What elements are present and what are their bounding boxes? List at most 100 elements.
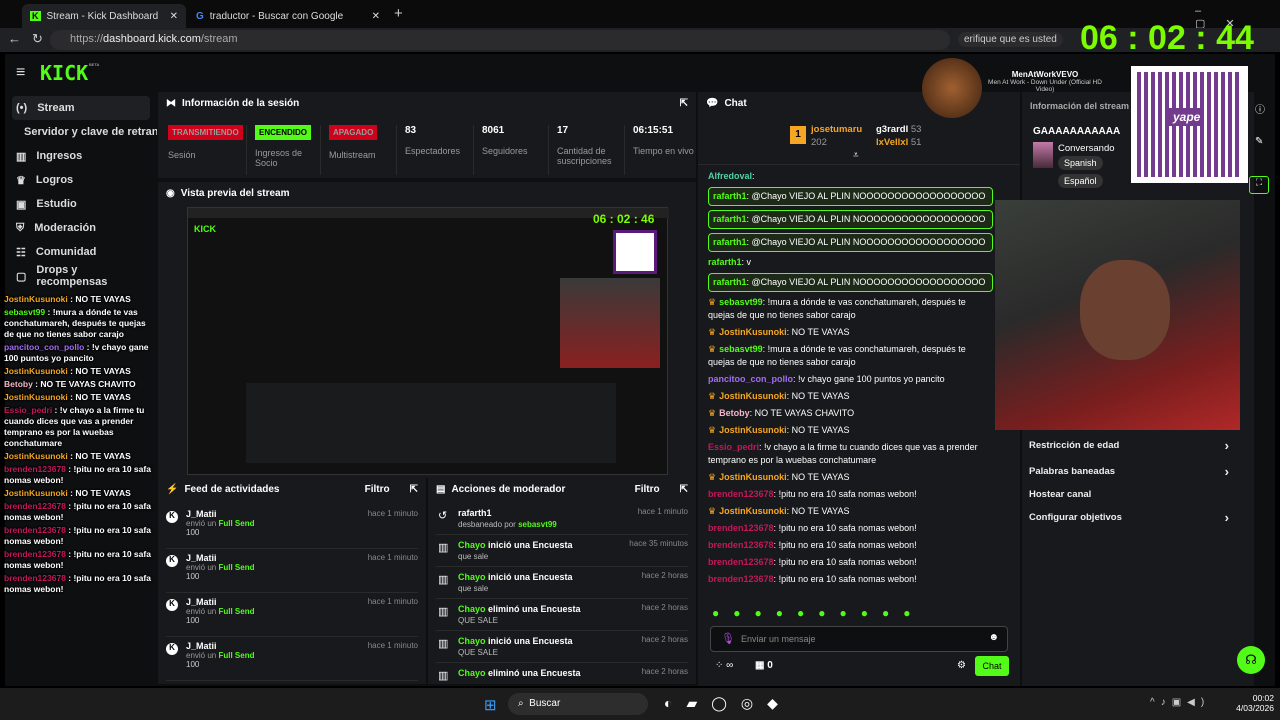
chat-username[interactable]: brenden123678	[708, 557, 774, 567]
feed-item[interactable]: K J_Matii hace 1 minuto envió un Full Send 1…	[166, 637, 418, 681]
chat-message[interactable]: ♛ JostinKusunoki: NO TE VAYAS	[708, 506, 850, 516]
quick-action-item[interactable]: Hostear canal	[1029, 489, 1229, 500]
chat-message[interactable]: pancitoo_con_pollo: !v chayo gane 100 pu…	[708, 374, 945, 384]
mod-user[interactable]: Chayo	[458, 668, 486, 678]
feed-item[interactable]: K J_Matii hace 1 minuto envió un Full Send 1…	[166, 505, 418, 549]
chat-settings-icon[interactable]: ⚙	[957, 660, 966, 671]
mod-action-item[interactable]: ▥ Chayo eliminó una Encuesta hace 2 horas Q…	[436, 599, 688, 631]
chat-username[interactable]: Betoby	[719, 408, 750, 418]
stream-preview-video[interactable]: KICK 06 : 02 : 46	[187, 207, 669, 475]
chat-message[interactable]: rafarth1: @Chayo VIEJO AL PLIN NOOOOOOOO…	[708, 210, 993, 229]
category-name[interactable]: Conversando	[1058, 143, 1115, 154]
chat-message[interactable]: rafarth1: @Chayo VIEJO AL PLIN NOOOOOOOO…	[708, 233, 993, 252]
chat-username[interactable]: JostinKusunoki	[719, 425, 787, 435]
sidebar-item-stream[interactable]: (•) Stream	[12, 96, 150, 120]
chat-username[interactable]: JostinKusunoki	[719, 391, 787, 401]
quick-action-item[interactable]: Restricción de edad ›	[1029, 438, 1229, 453]
channel-points[interactable]: ⁘ ∞	[715, 660, 734, 671]
windows-start-icon[interactable]: ⊞	[484, 697, 497, 714]
chat-message[interactable]: rafarth1: v	[708, 257, 752, 267]
mic-icon[interactable]: 🎙	[721, 633, 735, 645]
emoji-icon[interactable]: ☻	[988, 632, 999, 643]
filter-button[interactable]: Filtro	[364, 484, 390, 495]
popout-icon[interactable]: ⇱	[679, 484, 688, 495]
mod-user[interactable]: Chayo	[458, 572, 486, 582]
mod-action-item[interactable]: ↺ rafarth1 hace 1 minuto desbaneado por seb…	[436, 503, 688, 535]
mod-user[interactable]: Chayo	[458, 636, 486, 646]
kick-logo[interactable]: KICK	[40, 61, 89, 85]
quick-action-item[interactable]: Configurar objetivos ›	[1029, 510, 1229, 525]
chat-message[interactable]: ♛ sebasvt99: !mura a dónde te vas conchat…	[708, 344, 966, 367]
filter-button[interactable]: Filtro	[634, 484, 660, 495]
url-input[interactable]: https://dashboard.kick.com/stream	[50, 30, 950, 50]
support-button[interactable]: ☊	[1237, 646, 1265, 674]
chat-message[interactable]: ♛ sebasvt99: !mura a dónde te vas conchat…	[708, 297, 966, 320]
chat-message[interactable]: ♛ JostinKusunoki: NO TE VAYAS	[708, 327, 850, 337]
reload-icon[interactable]: ↻	[32, 31, 43, 46]
mod-action-item[interactable]: ▥ Chayo inició una Encuesta hace 35 minuto…	[436, 535, 688, 567]
sidebar-item-logros[interactable]: ♛ Logros	[16, 174, 74, 187]
chat-username[interactable]: brenden123678	[708, 489, 774, 499]
clock[interactable]: 00:02 4/03/2026	[1236, 693, 1274, 713]
sidebar-item-drops[interactable]: ▢ Drops y recompensas	[16, 264, 108, 288]
edit-icon[interactable]: ✎	[1255, 136, 1264, 147]
chat-message[interactable]: rafarth1: @Chayo VIEJO AL PLIN NOOOOOOOO…	[708, 187, 993, 206]
taskbar-apps[interactable]: ◐▰◯◎◆	[664, 695, 792, 711]
pin-collapse-icon[interactable]: ⩡	[853, 150, 859, 161]
store-count[interactable]: ▦ 0	[755, 660, 773, 671]
mod-action-item[interactable]: ▥ Chayo inició una Encuesta hace 2 horas QU…	[436, 631, 688, 663]
chat-username[interactable]: JostinKusunoki	[719, 506, 787, 516]
chat-message[interactable]: ♛ JostinKusunoki: NO TE VAYAS	[708, 425, 850, 435]
chat-username[interactable]: rafarth1	[713, 214, 747, 224]
sidebar-item-moderacion[interactable]: ⛨ Moderación	[16, 221, 96, 235]
chat-message[interactable]: ♛ JostinKusunoki: NO TE VAYAS	[708, 391, 850, 401]
mod-user[interactable]: Chayo	[458, 604, 486, 614]
back-icon[interactable]: ←	[8, 31, 21, 46]
sidebar-item-estudio[interactable]: ▣ Estudio	[16, 198, 77, 211]
chat-username[interactable]: sebasvt99	[719, 344, 763, 354]
mod-action-item[interactable]: ▥ Chayo eliminó una Encuesta hace 2 horas	[436, 663, 688, 684]
mod-user[interactable]: rafarth1	[458, 508, 492, 518]
chat-username[interactable]: brenden123678	[708, 523, 774, 533]
chat-username[interactable]: JostinKusunoki	[719, 472, 787, 482]
emote-bar[interactable]: ●●●●●●●●●●	[712, 606, 925, 620]
chat-message-input[interactable]: 🎙 Enviar un mensaje ☻	[710, 626, 1008, 652]
chat-username[interactable]: rafarth1	[708, 257, 742, 267]
sidebar-item-comunidad[interactable]: ☷ Comunidad	[16, 246, 97, 259]
popout-icon[interactable]: ⇱	[679, 98, 688, 109]
chat-username[interactable]: rafarth1	[713, 277, 747, 287]
close-tab-icon[interactable]: ✕	[371, 10, 380, 22]
chat-username[interactable]: rafarth1	[713, 237, 747, 247]
screen-capture-icon[interactable]: ⛶	[1249, 176, 1269, 194]
leader-user[interactable]: josetumaru	[811, 124, 863, 135]
chat-message[interactable]: brenden123678: !pitu no era 10 safa noma…	[708, 523, 917, 533]
tab-kick-dashboard[interactable]: K Stream - Kick Dashboard ✕	[22, 4, 186, 28]
window-controls[interactable]: –▢✕	[1195, 5, 1255, 30]
chat-username[interactable]: pancitoo_con_pollo	[708, 374, 794, 384]
chat-username[interactable]: JostinKusunoki	[719, 327, 787, 337]
chat-username[interactable]: brenden123678	[708, 540, 774, 550]
popout-icon[interactable]: ⇱	[409, 484, 418, 495]
sidebar-item-ingresos[interactable]: ▥ Ingresos	[16, 150, 83, 163]
quick-action-item[interactable]: Palabras baneadas ›	[1029, 464, 1229, 479]
chat-message[interactable]: brenden123678: !pitu no era 10 safa noma…	[708, 489, 917, 499]
chat-username[interactable]: Alfredoval	[708, 171, 753, 181]
chat-username[interactable]: brenden123678	[708, 574, 774, 584]
chat-username[interactable]: rafarth1	[713, 191, 747, 201]
info-icon[interactable]: ⓘ	[1255, 105, 1265, 116]
close-tab-icon[interactable]: ✕	[169, 10, 178, 22]
chat-username[interactable]: sebasvt99	[719, 297, 763, 307]
verify-banner[interactable]: erifique que es usted	[958, 32, 1063, 47]
chat-message[interactable]: brenden123678: !pitu no era 10 safa noma…	[708, 557, 917, 567]
chat-message[interactable]: rafarth1: @Chayo VIEJO AL PLIN NOOOOOOOO…	[708, 273, 993, 292]
chat-message[interactable]: brenden123678: !pitu no era 10 safa noma…	[708, 574, 917, 584]
chat-message[interactable]: brenden123678: !pitu no era 10 safa noma…	[708, 540, 917, 550]
tab-google[interactable]: G traductor - Buscar con Google ✕	[188, 4, 388, 28]
menu-icon[interactable]: ≡	[16, 64, 26, 81]
mod-action-item[interactable]: ▥ Chayo inició una Encuesta hace 2 horas qu…	[436, 567, 688, 599]
new-tab-icon[interactable]: +	[394, 5, 403, 22]
chat-message[interactable]: Essio_pedri: !v chayo a la firme tu cuan…	[708, 442, 978, 465]
feed-item[interactable]: K J_Matii hace 1 minuto envió un Full Send 1…	[166, 549, 418, 593]
chat-message[interactable]: ♛ Betoby: NO TE VAYAS CHAVITO	[708, 408, 855, 418]
mod-user[interactable]: Chayo	[458, 540, 486, 550]
